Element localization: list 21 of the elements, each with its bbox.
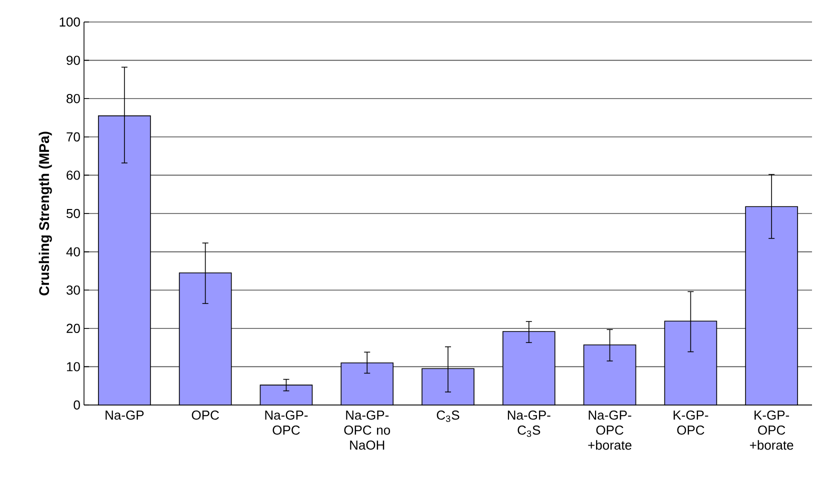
x-tick-label: K-GP-OPC xyxy=(674,410,708,435)
x-tick-label: K-GP-OPC +borate xyxy=(750,410,794,450)
y-tick-label: 30 xyxy=(66,285,80,295)
y-tick-label: 90 xyxy=(66,56,80,65)
x-tick-label: Na-GP-OPC xyxy=(265,410,308,435)
x-tick-label: OPC xyxy=(192,410,219,420)
y-tick-label: 20 xyxy=(66,324,80,333)
x-tick-label: Na-GP-OPC +borate xyxy=(588,410,632,450)
x-tick-label: Na-GP xyxy=(106,410,144,420)
y-tick-label: 40 xyxy=(66,247,80,256)
y-tick-label: 60 xyxy=(66,170,80,180)
x-tick-label: Na-GP-C$_{3}$S xyxy=(508,410,550,437)
x-tick-label: C$_{3}$S xyxy=(436,410,460,422)
x-tick-label: Na-GP-OPC no NaOH xyxy=(344,410,390,450)
y-tick-label: 0 xyxy=(74,400,80,410)
y-tick-label: 50 xyxy=(66,208,80,218)
y-tick-label: 10 xyxy=(67,362,80,372)
y-tick-label: 80 xyxy=(66,94,80,104)
y-tick-label: 70 xyxy=(66,132,80,142)
y-tick-label: 100 xyxy=(60,17,80,27)
y-axis-title: Crushing Strength (MPa) xyxy=(38,132,52,296)
